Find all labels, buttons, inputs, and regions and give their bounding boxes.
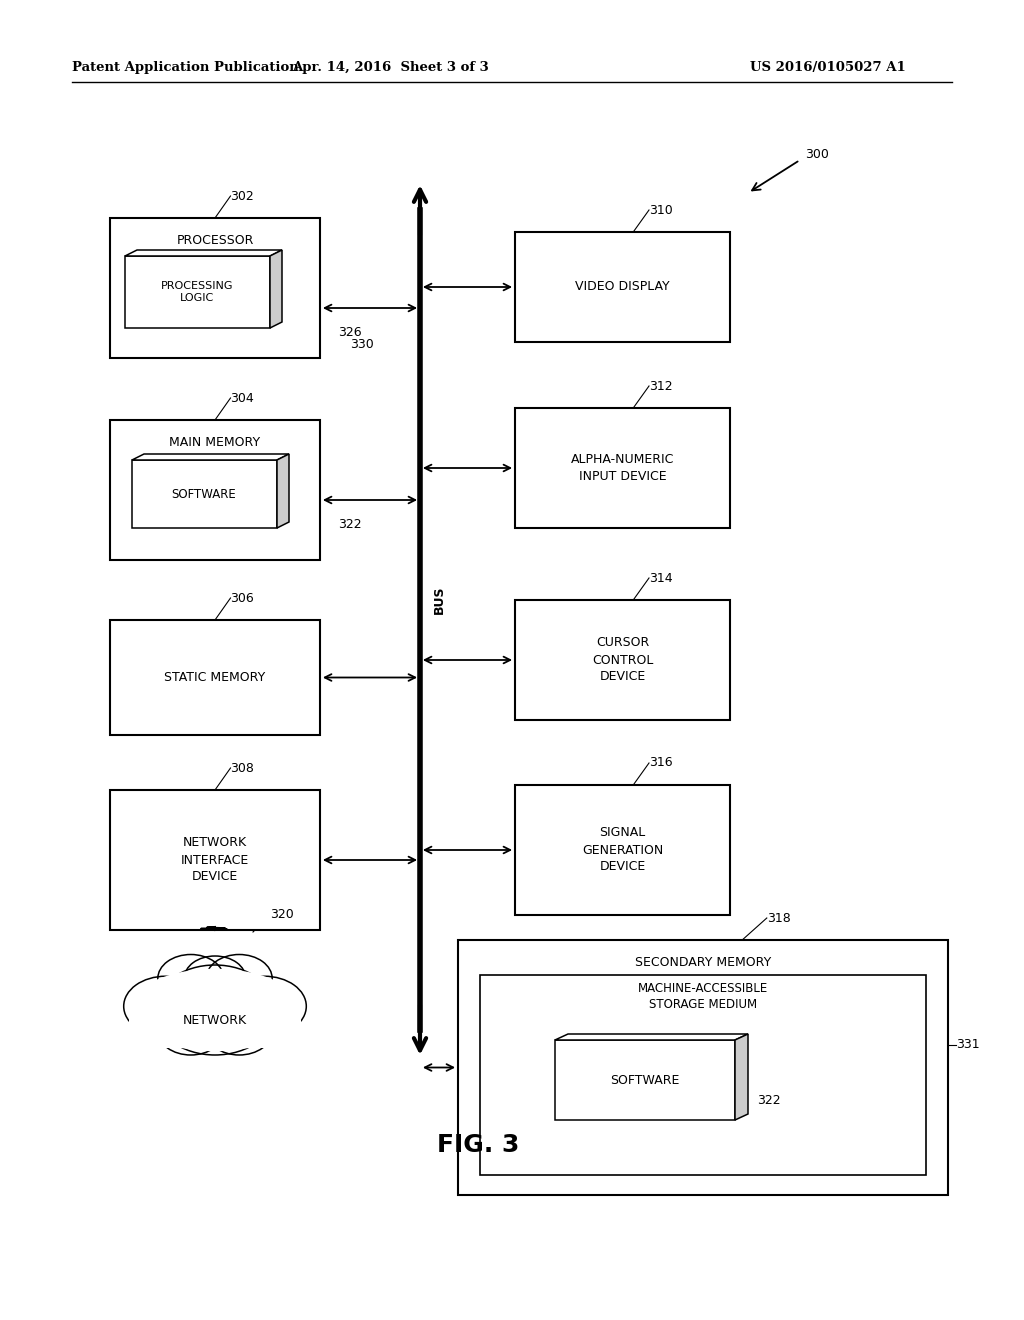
Polygon shape: [270, 249, 282, 327]
Bar: [515, 601, 730, 719]
Text: 312: 312: [649, 380, 673, 392]
Ellipse shape: [222, 977, 306, 1036]
Text: MAIN MEMORY: MAIN MEMORY: [169, 436, 260, 449]
Text: NETWORK: NETWORK: [183, 1014, 247, 1027]
Bar: [110, 789, 319, 931]
Text: Apr. 14, 2016  Sheet 3 of 3: Apr. 14, 2016 Sheet 3 of 3: [292, 62, 488, 74]
Text: 314: 314: [649, 572, 673, 585]
Text: 331: 331: [956, 1039, 980, 1052]
Ellipse shape: [158, 1007, 224, 1055]
Text: 300: 300: [805, 149, 828, 161]
Bar: [129, 1010, 301, 1048]
Polygon shape: [555, 1034, 748, 1040]
Text: 306: 306: [230, 591, 254, 605]
Text: ALPHA-NUMERIC
INPUT DEVICE: ALPHA-NUMERIC INPUT DEVICE: [570, 453, 674, 483]
Bar: [110, 620, 319, 735]
Polygon shape: [132, 459, 278, 528]
Text: PROCESSING
LOGIC: PROCESSING LOGIC: [161, 281, 233, 304]
Bar: [515, 785, 730, 915]
Text: SIGNAL
GENERATION
DEVICE: SIGNAL GENERATION DEVICE: [582, 826, 664, 874]
Text: 322: 322: [338, 517, 361, 531]
Text: 320: 320: [270, 908, 294, 921]
Text: NETWORK
INTERFACE
DEVICE: NETWORK INTERFACE DEVICE: [181, 837, 249, 883]
Bar: [110, 218, 319, 358]
Ellipse shape: [155, 965, 275, 1055]
Polygon shape: [278, 454, 289, 528]
Ellipse shape: [129, 969, 301, 1051]
Text: SOFTWARE: SOFTWARE: [610, 1073, 680, 1086]
Bar: [515, 408, 730, 528]
Polygon shape: [555, 1040, 735, 1119]
Text: MACHINE-ACCESSIBLE
STORAGE MEDIUM: MACHINE-ACCESSIBLE STORAGE MEDIUM: [638, 982, 768, 1011]
Text: SOFTWARE: SOFTWARE: [172, 487, 237, 500]
Text: 322: 322: [757, 1093, 780, 1106]
Bar: [515, 232, 730, 342]
Text: SECONDARY MEMORY: SECONDARY MEMORY: [635, 956, 771, 969]
Text: US 2016/0105027 A1: US 2016/0105027 A1: [750, 62, 906, 74]
Polygon shape: [735, 1034, 748, 1119]
Text: VIDEO DISPLAY: VIDEO DISPLAY: [575, 281, 670, 293]
Ellipse shape: [124, 977, 207, 1036]
Bar: [110, 420, 319, 560]
Polygon shape: [132, 454, 289, 459]
Polygon shape: [125, 249, 282, 256]
Ellipse shape: [206, 954, 272, 1002]
Text: 310: 310: [649, 203, 673, 216]
Bar: [458, 940, 948, 1195]
Ellipse shape: [184, 956, 246, 1001]
Text: 330: 330: [350, 338, 374, 351]
Text: CURSOR
CONTROL
DEVICE: CURSOR CONTROL DEVICE: [592, 636, 653, 684]
Text: Patent Application Publication: Patent Application Publication: [72, 62, 299, 74]
Text: PROCESSOR: PROCESSOR: [176, 234, 254, 247]
Ellipse shape: [158, 954, 224, 1002]
Text: 316: 316: [649, 756, 673, 770]
Text: 326: 326: [338, 326, 361, 339]
Text: FIG. 3: FIG. 3: [437, 1133, 519, 1158]
Bar: [480, 975, 926, 1175]
Text: 304: 304: [230, 392, 254, 404]
Text: 318: 318: [767, 912, 791, 924]
Ellipse shape: [206, 1007, 272, 1055]
Text: STATIC MEMORY: STATIC MEMORY: [165, 671, 265, 684]
Text: 302: 302: [230, 190, 254, 202]
Text: 308: 308: [230, 762, 254, 775]
Polygon shape: [125, 256, 270, 327]
Text: BUS: BUS: [433, 586, 446, 614]
